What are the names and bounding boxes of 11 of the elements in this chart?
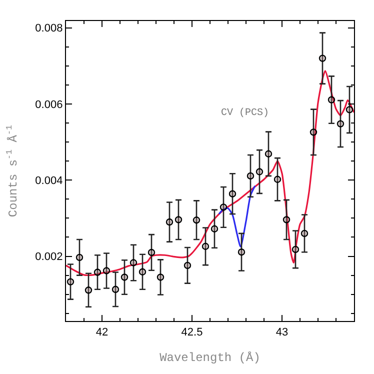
y-tick-label: 0.004 <box>35 174 63 187</box>
line-series <box>218 185 256 248</box>
y-tick-label: 0.002 <box>35 251 63 264</box>
x-tick-label: 43 <box>276 326 288 338</box>
x-tick-label: 42 <box>96 326 108 338</box>
x-axis-title: Wavelength (Å) <box>160 351 260 366</box>
x-tick-label: 42.5 <box>181 326 203 338</box>
y-tick-label: 0.006 <box>35 98 63 111</box>
annotation: CV (PCS) <box>221 107 270 119</box>
y-tick-label: 0.008 <box>35 22 63 35</box>
line-series <box>66 70 354 276</box>
